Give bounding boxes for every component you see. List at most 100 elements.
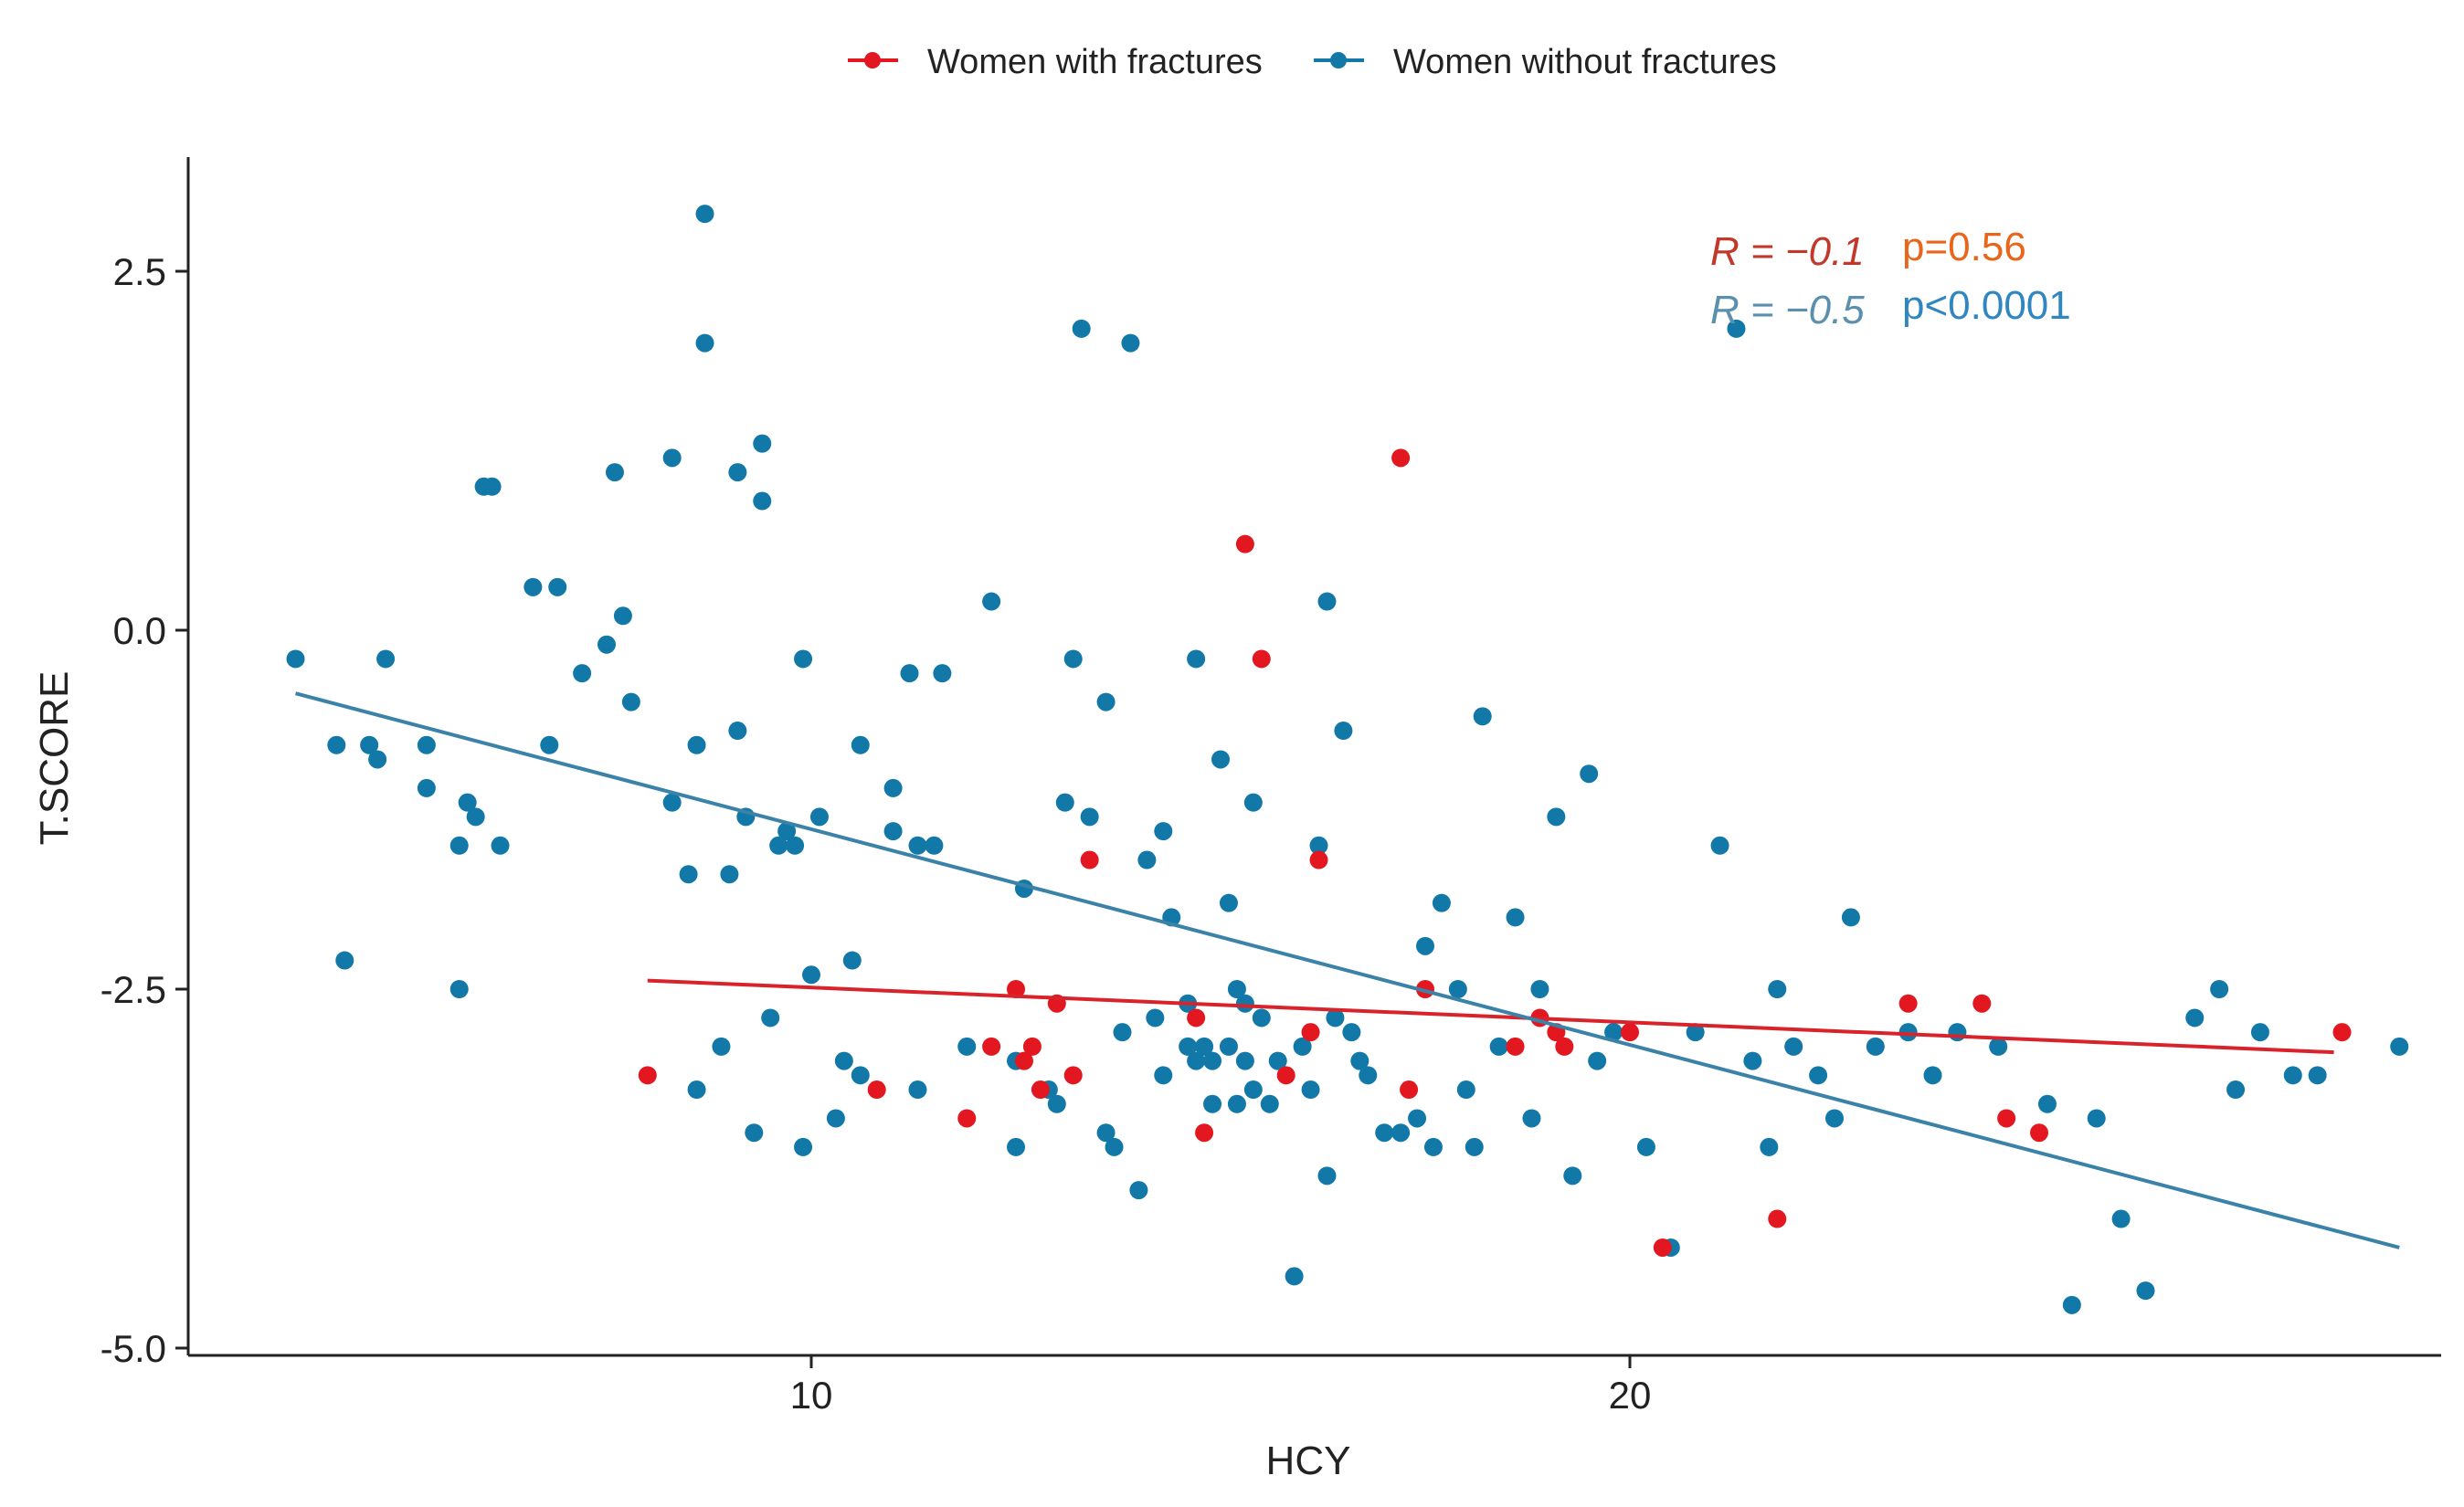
- point-without-fractures: [908, 836, 927, 855]
- point-without-fractures: [2226, 1080, 2246, 1100]
- point-without-fractures: [540, 735, 559, 754]
- point-without-fractures: [809, 807, 829, 827]
- point-without-fractures: [1506, 908, 1525, 927]
- point-without-fractures: [605, 463, 624, 482]
- point-without-fractures: [1710, 836, 1729, 855]
- point-without-fractures: [1530, 980, 1549, 998]
- point-without-fractures: [1121, 333, 1140, 353]
- point-without-fractures: [1243, 1080, 1263, 1100]
- point-with-fractures: [638, 1066, 657, 1085]
- point-with-fractures: [1506, 1037, 1525, 1056]
- point-with-fractures: [1972, 994, 1992, 1013]
- point-without-fractures: [826, 1109, 845, 1128]
- point-without-fractures: [982, 592, 1001, 611]
- point-without-fractures: [1105, 1137, 1124, 1156]
- point-with-fractures: [1621, 1023, 1639, 1042]
- stat-r-without-fractures: R = −0.5: [1710, 288, 1865, 332]
- point-without-fractures: [1187, 1051, 1206, 1070]
- point-without-fractures: [1784, 1037, 1803, 1056]
- point-without-fractures: [1317, 592, 1337, 611]
- point-without-fractures: [679, 865, 698, 884]
- point-without-fractures: [1203, 1094, 1222, 1113]
- y-tick-label: -2.5: [100, 968, 166, 1011]
- point-with-fractures: [1276, 1066, 1295, 1085]
- point-without-fractures: [745, 1123, 764, 1143]
- point-without-fractures: [1243, 793, 1263, 812]
- point-without-fractures: [2390, 1037, 2409, 1056]
- point-without-fractures: [1293, 1037, 1312, 1056]
- legend-item-with-fractures: Women with fractures: [848, 43, 1263, 81]
- point-without-fractures: [1359, 1066, 1378, 1085]
- point-without-fractures: [662, 448, 682, 468]
- point-without-fractures: [728, 722, 747, 741]
- point-with-fractures: [1400, 1080, 1419, 1100]
- point-with-fractures: [957, 1109, 977, 1128]
- point-without-fractures: [753, 491, 772, 511]
- point-with-fractures: [1997, 1109, 2016, 1128]
- point-without-fractures: [1154, 822, 1173, 841]
- point-without-fractures: [1948, 1023, 1967, 1042]
- point-without-fractures: [1825, 1109, 1844, 1128]
- point-without-fractures: [1686, 1023, 1705, 1042]
- point-without-fractures: [1055, 793, 1074, 812]
- point-without-fractures: [1195, 1037, 1214, 1056]
- stat-annotation-without-fractures: R = −0.5 p<0.0001: [1710, 283, 2071, 332]
- point-without-fractures: [720, 865, 739, 884]
- point-without-fractures: [1760, 1137, 1779, 1156]
- trend-line-without-fractures: [295, 691, 2400, 1249]
- legend: Women with fractures Women without fract…: [848, 43, 1777, 81]
- point-without-fractures: [834, 1051, 853, 1070]
- point-without-fractures: [1113, 1023, 1132, 1042]
- point-with-fractures: [1063, 1066, 1083, 1085]
- data-points: [286, 205, 2409, 1314]
- point-without-fractures: [573, 664, 592, 683]
- point-without-fractures: [1317, 1166, 1337, 1186]
- point-without-fractures: [1137, 850, 1157, 869]
- point-without-fractures: [1252, 1008, 1271, 1028]
- point-with-fractures: [1252, 649, 1271, 669]
- point-without-fractures: [1489, 1037, 1508, 1056]
- point-without-fractures: [360, 735, 379, 754]
- point-without-fractures: [1047, 1094, 1066, 1113]
- point-with-fractures: [1898, 994, 1918, 1013]
- point-without-fractures: [933, 664, 952, 683]
- point-with-fractures: [867, 1080, 886, 1100]
- point-without-fractures: [621, 692, 640, 711]
- point-with-fractures: [1014, 1051, 1033, 1070]
- point-without-fractures: [1326, 1008, 1345, 1028]
- point-without-fractures: [1768, 980, 1787, 998]
- point-without-fractures: [1604, 1023, 1623, 1042]
- point-without-fractures: [1448, 980, 1467, 998]
- point-without-fractures: [1227, 1094, 1246, 1113]
- point-without-fractures: [1154, 1066, 1173, 1085]
- point-without-fractures: [1080, 807, 1099, 827]
- legend-label-without-fractures: Women without fractures: [1393, 43, 1777, 81]
- point-without-fractures: [1989, 1037, 2008, 1056]
- point-with-fractures: [1187, 1008, 1206, 1028]
- point-without-fractures: [1588, 1051, 1607, 1070]
- point-with-fractures: [1195, 1123, 1214, 1143]
- point-without-fractures: [2136, 1281, 2155, 1301]
- x-tick-label: 20: [1609, 1374, 1652, 1417]
- point-without-fractures: [925, 836, 944, 855]
- stat-annotation-with-fractures: R = −0.1 p=0.56: [1710, 225, 2026, 274]
- point-without-fractures: [786, 836, 805, 855]
- point-without-fractures: [1260, 1094, 1279, 1113]
- point-without-fractures: [1063, 649, 1083, 669]
- point-with-fractures: [1235, 534, 1254, 553]
- point-without-fractures: [728, 463, 747, 482]
- y-tick-label: -5.0: [100, 1327, 166, 1370]
- point-without-fractures: [286, 649, 305, 669]
- point-without-fractures: [1391, 1123, 1411, 1143]
- point-without-fractures: [1235, 1051, 1254, 1070]
- point-without-fractures: [883, 778, 903, 797]
- point-without-fractures: [335, 951, 354, 970]
- point-without-fractures: [1473, 707, 1492, 726]
- legend-label-with-fractures: Women with fractures: [927, 43, 1263, 81]
- point-without-fractures: [1636, 1137, 1655, 1156]
- x-tick-label: 10: [790, 1374, 833, 1417]
- point-with-fractures: [1301, 1023, 1320, 1042]
- stat-p-without-fractures: p<0.0001: [1902, 283, 2071, 328]
- point-without-fractures: [613, 606, 632, 626]
- y-axis-title: T.SCORE: [32, 671, 77, 846]
